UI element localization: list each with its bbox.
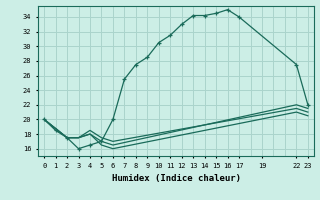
X-axis label: Humidex (Indice chaleur): Humidex (Indice chaleur) [111, 174, 241, 184]
